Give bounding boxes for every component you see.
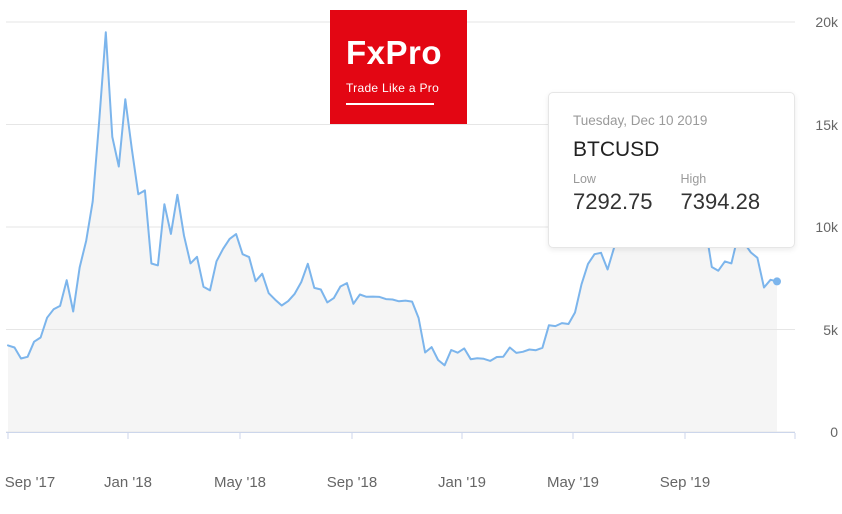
x-axis-label: Jan '19 <box>438 474 486 491</box>
y-axis-label: 15k <box>815 116 838 133</box>
high-value: 7394.28 <box>680 189 761 214</box>
x-axis-label: May '19 <box>546 474 600 491</box>
x-axis-label: Sep '19 <box>659 474 711 491</box>
tooltip-symbol: BTCUSD <box>573 138 660 161</box>
y-axis-label: 0 <box>830 424 838 440</box>
low-value: 7292.75 <box>573 189 653 214</box>
x-axis-label: Jan '18 <box>104 474 152 491</box>
x-axis-label: May '18 <box>213 474 267 491</box>
last-point-marker[interactable] <box>773 277 781 286</box>
low-label: Low <box>573 172 596 186</box>
brand-name: FxPro <box>346 34 443 71</box>
x-axis-label: Sep '18 <box>326 474 378 491</box>
low-block: Low 7292.75 <box>573 172 653 215</box>
tooltip-values-row: Low 7292.75 High 7394.28 <box>573 172 770 215</box>
x-axis-label: Sep '17 <box>4 474 56 491</box>
brand-underline <box>346 103 434 105</box>
fxpro-logo: FxPro Trade Like a Pro <box>330 10 467 124</box>
high-label: High <box>680 172 707 186</box>
y-axis-label: 20k <box>815 14 838 30</box>
price-tooltip: Tuesday, Dec 10 2019 BTCUSD Low 7292.75 … <box>548 92 795 248</box>
brand-tagline: Trade Like a Pro <box>346 81 440 95</box>
area-fill <box>8 32 777 433</box>
y-axis-label: 10k <box>815 219 838 235</box>
y-axis-label: 5k <box>823 321 838 338</box>
high-block: High 7394.28 <box>681 172 761 215</box>
tooltip-date: Tuesday, Dec 10 2019 <box>573 113 708 128</box>
